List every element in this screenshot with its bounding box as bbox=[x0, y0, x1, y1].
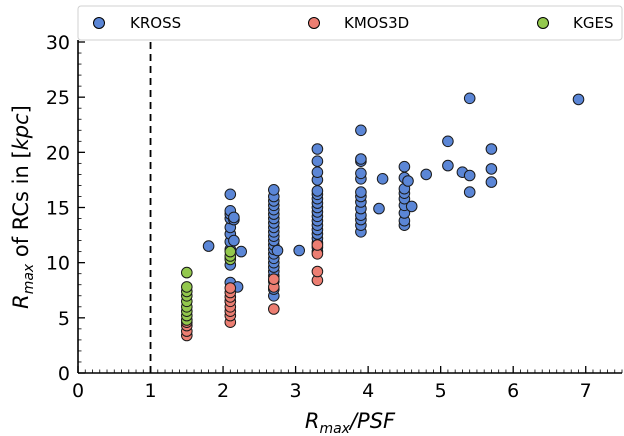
legend-label-kges: KGES bbox=[573, 14, 613, 32]
data-point-kross bbox=[271, 244, 284, 257]
data-point-kross bbox=[463, 92, 476, 105]
data-point-kges bbox=[224, 245, 237, 258]
data-point-kross bbox=[311, 143, 324, 155]
y-tick-label: 10 bbox=[46, 253, 70, 275]
data-point-kross bbox=[228, 211, 240, 224]
data-point-kross bbox=[398, 160, 411, 173]
data-point-kross bbox=[293, 244, 306, 257]
data-point-kmos3d bbox=[311, 265, 324, 278]
data-point-kross bbox=[442, 159, 454, 172]
legend-box bbox=[77, 5, 623, 41]
y-tick-label: 30 bbox=[46, 32, 70, 54]
data-point-kross bbox=[311, 166, 324, 178]
x-tick-label: 0 bbox=[72, 380, 84, 402]
data-point-kross bbox=[402, 175, 414, 187]
axes: 0 1 2 3 4 5 6 7 0 5 10 15 20 25 30 bbox=[46, 32, 623, 402]
data-point-kross bbox=[268, 184, 280, 196]
y-tick-label: 5 bbox=[58, 308, 70, 330]
y-tick-label: 15 bbox=[46, 198, 70, 220]
y-axis-label: Rmax of RCs in [kpc] bbox=[9, 105, 37, 309]
data-point-kross bbox=[311, 185, 324, 197]
x-tick-label: 1 bbox=[144, 380, 156, 402]
data-point-kross bbox=[311, 155, 324, 167]
data-point-kross bbox=[355, 167, 367, 180]
data-point-kross bbox=[235, 245, 247, 258]
y-tick-label: 20 bbox=[46, 142, 70, 164]
x-tick-label: 7 bbox=[580, 380, 592, 402]
data-point-kross bbox=[485, 176, 498, 188]
legend-label-kross: KROSS bbox=[130, 14, 181, 32]
data-point-kross bbox=[485, 163, 498, 175]
data-point-kmos3d bbox=[224, 282, 237, 294]
data-point-kross bbox=[485, 143, 498, 155]
data-point-kross bbox=[355, 186, 367, 198]
x-tick-label: 3 bbox=[290, 380, 302, 402]
legend-label-kmos3d: KMOS3D bbox=[344, 14, 409, 32]
x-tick-label: 4 bbox=[362, 380, 374, 402]
data-point-kross bbox=[463, 169, 476, 182]
data-point-kges bbox=[181, 281, 193, 293]
x-tick-label: 6 bbox=[507, 380, 519, 402]
legend: KROSS KMOS3D KGES bbox=[77, 5, 623, 41]
y-tick-label: 0 bbox=[58, 363, 70, 385]
data-point-kross bbox=[228, 234, 240, 247]
data-point-kross bbox=[202, 240, 215, 252]
data-point-kross bbox=[463, 186, 476, 198]
data-point-kross bbox=[572, 93, 585, 106]
data-point-kmos3d bbox=[311, 239, 324, 251]
data-point-kmos3d bbox=[268, 303, 280, 315]
data-point-kges bbox=[181, 266, 193, 279]
data-point-kross bbox=[405, 200, 418, 213]
data-points bbox=[181, 92, 585, 342]
data-point-kross bbox=[376, 173, 389, 185]
legend-marker-kges bbox=[537, 17, 549, 29]
data-point-kross bbox=[355, 124, 367, 137]
data-point-kross bbox=[373, 202, 385, 215]
legend-marker-kross bbox=[93, 17, 105, 29]
data-point-kross bbox=[442, 135, 454, 148]
data-point-kross bbox=[224, 188, 237, 201]
data-point-kmos3d bbox=[268, 273, 280, 286]
data-point-kross bbox=[420, 168, 433, 181]
x-tick-label: 2 bbox=[217, 380, 229, 402]
data-point-kross bbox=[355, 153, 367, 165]
x-tick-label: 5 bbox=[435, 380, 447, 402]
x-axis-label: Rmax/PSF bbox=[305, 409, 396, 436]
legend-marker-kmos3d bbox=[308, 17, 320, 29]
y-tick-label: 25 bbox=[46, 87, 70, 109]
